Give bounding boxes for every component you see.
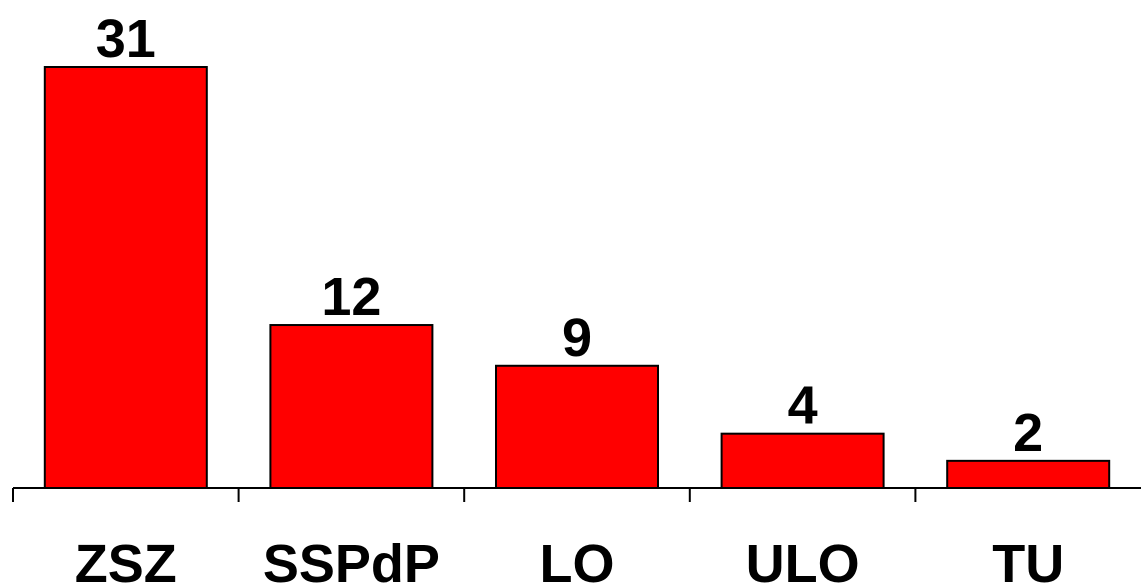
tick-label-ulo: ULO (746, 534, 860, 584)
bar-tu (946, 459, 1111, 490)
tick-label-tu: TU (992, 534, 1064, 584)
tick-label-lo: LO (540, 534, 615, 584)
bar-sspdp (269, 324, 434, 489)
x-axis (12, 487, 1141, 502)
data-label-zsz: 31 (96, 9, 156, 69)
bars-group (43, 66, 1111, 490)
bar-lo (495, 364, 659, 490)
tick-label-sspdp: SSPdP (263, 534, 440, 584)
bar-zsz (43, 66, 208, 489)
category-labels-group: ZSZ SSPdP LO ULO TU (75, 534, 1064, 584)
bar-ulo (720, 432, 885, 490)
data-label-lo: 9 (562, 308, 592, 368)
data-label-sspdp: 12 (321, 267, 381, 327)
data-labels-group: 31 12 9 4 2 (96, 9, 1043, 463)
data-label-tu: 2 (1013, 403, 1043, 463)
data-label-ulo: 4 (788, 376, 818, 436)
tick-label-zsz: ZSZ (75, 534, 177, 584)
